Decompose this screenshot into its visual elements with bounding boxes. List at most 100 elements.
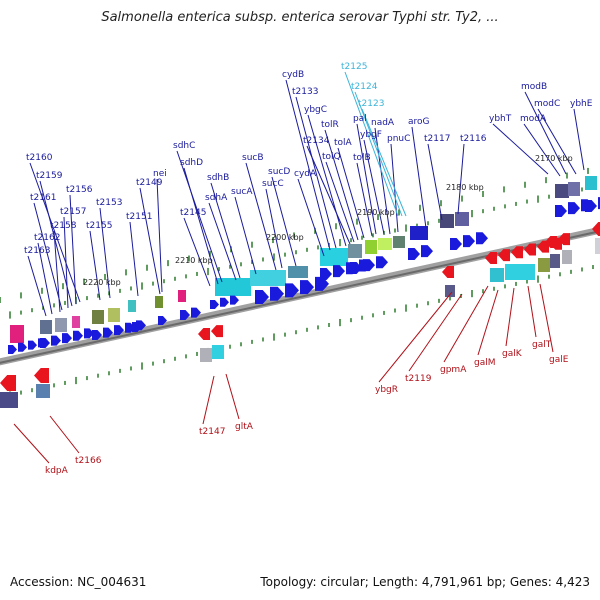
label-leader: [139, 187, 161, 295]
label-leader: [285, 79, 331, 251]
feature-block: [10, 325, 24, 343]
gene-label-t2156: t2156: [66, 185, 93, 195]
label-leader: [245, 162, 277, 271]
label-leaders: [13, 71, 585, 464]
feature-block: [178, 290, 186, 302]
reverse-gene-arrow: [524, 243, 536, 256]
label-leader: [505, 287, 515, 347]
gene-label-t2116: t2116: [460, 134, 487, 144]
label-leader: [183, 217, 211, 287]
reverse-gene-arrow: [592, 222, 600, 236]
gene-label-t2161: t2161: [30, 193, 56, 203]
feature-block: [538, 258, 550, 272]
forward-gene-arrow: [28, 340, 37, 350]
forward-gene-arrow: [180, 310, 190, 320]
reverse-gene-arrow: [511, 246, 523, 259]
label-leader: [324, 129, 359, 241]
label-leader: [537, 108, 577, 175]
gene-label-t2125: t2125: [341, 62, 367, 72]
position-ticks: [0, 167, 594, 399]
forward-gene-arrow: [114, 325, 124, 336]
forward-gene-arrow: [408, 248, 420, 260]
label-leader: [378, 291, 453, 383]
reverse-gene-arrow: [211, 325, 223, 338]
gene-label-t2149: t2149: [136, 178, 163, 188]
gene-label-t2158: t2158: [50, 221, 77, 231]
gene-label-ybgf: ybgF: [360, 130, 382, 140]
label-leader: [443, 285, 489, 363]
gene-label-t2155: t2155: [86, 221, 112, 231]
forward-gene-arrow: [585, 200, 597, 212]
kbp-mark: 2170 kbp: [535, 154, 573, 163]
kbp-mark: 2190 kbp: [357, 208, 395, 217]
label-leader: [234, 196, 257, 275]
gene-label-ybhe: ybhE: [570, 99, 593, 109]
reverse-gene-arrow: [0, 375, 16, 391]
gene-label-t2133: t2133: [292, 87, 318, 97]
gene-label-nei: nei: [153, 169, 167, 179]
reverse-gene-arrow: [558, 233, 570, 246]
feature-block: [212, 345, 224, 359]
label-leader: [307, 114, 347, 247]
feature-block: [215, 278, 251, 296]
label-leader: [37, 242, 53, 315]
gene-label-succ: sucC: [262, 179, 284, 189]
label-leader: [295, 96, 337, 249]
feature-block: [555, 184, 569, 198]
gene-label-tola: tolA: [334, 138, 353, 148]
gene-label-t2166: t2166: [75, 456, 102, 466]
reverse-gene-arrow: [442, 266, 454, 278]
label-leader: [176, 150, 223, 283]
label-leader: [427, 143, 443, 221]
gene-label-tolq: tolQ: [322, 152, 341, 162]
forward-gene-arrow: [158, 316, 167, 325]
gene-label-modc: modC: [534, 99, 560, 109]
forward-gene-arrow: [191, 307, 201, 318]
forward-gene-arrow: [40, 338, 50, 348]
forward-gene-arrow: [300, 280, 314, 295]
gene-label-sdhb: sdhB: [207, 173, 229, 183]
label-leader: [13, 423, 50, 464]
gene-label-gpma: gpmA: [440, 365, 467, 375]
feature-block: [490, 268, 504, 282]
gene-label-t2163: t2163: [24, 246, 50, 256]
label-leader: [33, 202, 63, 311]
feature-block: [200, 348, 212, 362]
feature-block: [55, 318, 67, 332]
forward-gene-arrow: [220, 297, 229, 307]
forward-gene-arrow: [333, 265, 345, 278]
label-leader: [356, 162, 373, 237]
gene-label-sdha: sdhA: [205, 193, 228, 203]
label-leader: [344, 71, 399, 217]
gene-label-nada: nadA: [371, 118, 395, 128]
reverse-gene-arrow: [485, 252, 497, 264]
label-leader: [524, 91, 567, 175]
accession-text: Accession: NC_004631: [10, 575, 147, 589]
gene-label-cydb: cydB: [282, 70, 304, 80]
forward-gene-arrow: [62, 333, 72, 344]
gene-label-t2117: t2117: [424, 134, 450, 144]
forward-gene-arrow: [421, 245, 433, 258]
kbp-mark: 2200 kbp: [266, 233, 304, 242]
label-leader: [89, 230, 101, 301]
label-leader: [363, 139, 385, 235]
forward-gene-arrow: [568, 202, 580, 215]
gene-label-galm: galM: [474, 358, 496, 368]
gene-label-sucd: sucD: [268, 167, 290, 177]
gene-label-pnuc: pnuC: [387, 134, 410, 144]
gene-label-galk: galK: [502, 349, 523, 359]
feature-block: [348, 244, 362, 258]
label-leader: [411, 126, 427, 229]
gene-label-tolr: tolR: [321, 120, 339, 130]
label-leader: [492, 123, 549, 175]
gene-label-t2151: t2151: [126, 212, 152, 222]
feature-blocks: [0, 176, 600, 408]
genome-summary-text: Topology: circular; Length: 4,791,961 bp…: [260, 575, 590, 589]
forward-gene-arrow: [476, 232, 488, 245]
gene-label-moda: modA: [520, 114, 547, 124]
label-leader: [306, 145, 351, 245]
label-leader: [354, 91, 403, 217]
feature-block: [365, 240, 377, 254]
